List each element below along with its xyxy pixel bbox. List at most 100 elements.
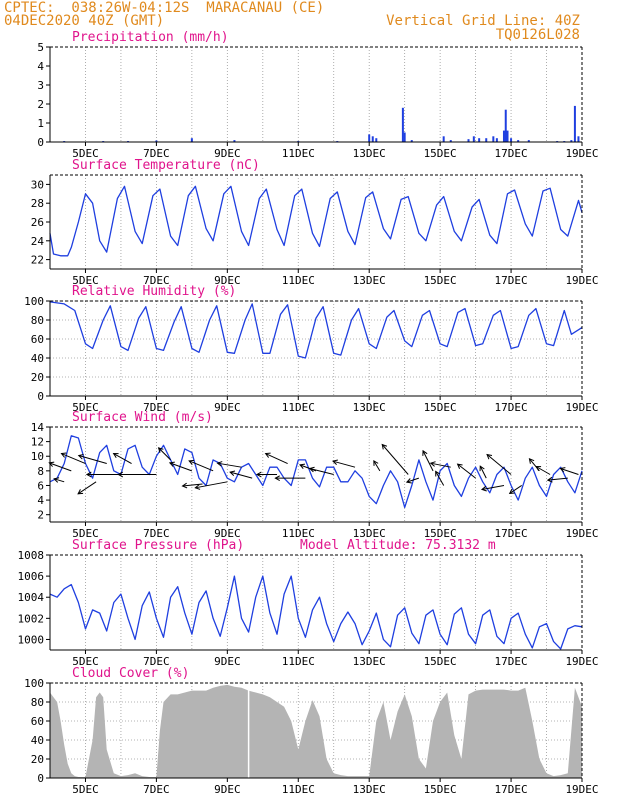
pressure-annotation: Model Altitude: 75.3132 m <box>300 538 496 553</box>
wind-vector-head <box>456 463 463 469</box>
rh-ytick-label: 100 <box>24 295 44 308</box>
pressure-xtick-label: 7DEC <box>143 655 170 668</box>
precip-bar <box>517 140 520 142</box>
wind-ytick-label: 14 <box>31 421 45 434</box>
wind-vector-head <box>546 476 553 483</box>
cloud-ytick-label: 0 <box>37 772 44 785</box>
pressure-series-line <box>49 575 583 650</box>
rh-panel: Relative Humidity (%) 0 20 40 60 80 100 5DEC 7DE… <box>24 284 598 414</box>
wind-vector-head <box>381 443 388 450</box>
wind-vector-head <box>373 459 379 466</box>
wind-vector <box>422 450 434 472</box>
wind-vector-head <box>53 477 60 483</box>
wind-vector <box>560 468 579 475</box>
wind-xtick-label: 5DEC <box>72 527 99 540</box>
rh-series-line <box>49 301 583 359</box>
wind-vector-head <box>435 470 441 477</box>
wind-vector <box>406 477 420 483</box>
wind-vector-head <box>229 470 236 476</box>
pressure-ytick-label: 1008 <box>18 549 45 562</box>
rh-ytick-label: 80 <box>31 314 44 327</box>
wind-vector <box>486 454 512 475</box>
wind-vector <box>435 471 445 486</box>
pressure-ytick-label: 1006 <box>18 570 45 583</box>
wind-vector-head <box>308 466 315 473</box>
wind-vector-head <box>332 459 338 466</box>
wind-vector <box>182 483 203 487</box>
cloud-title: Cloud Cover (%) <box>72 666 189 681</box>
precip-xtick-label: 7DEC <box>143 147 170 160</box>
cloud-xtick-label: 17DEC <box>495 783 528 796</box>
precip-bar <box>573 105 576 142</box>
cloud-xtick-label: 19DEC <box>565 783 598 796</box>
precip-bar <box>492 136 495 142</box>
temp-xtick-label: 11DEC <box>282 274 315 287</box>
wind-vector <box>77 481 97 495</box>
precip-xtick-label: 17DEC <box>495 147 528 160</box>
wind-ytick-label: 10 <box>31 450 44 463</box>
precip-xtick-label: 15DEC <box>424 147 457 160</box>
rh-xtick-label: 5DEC <box>72 401 99 414</box>
wind-vector-head <box>60 452 67 458</box>
wind-vector-head <box>486 453 493 460</box>
pressure-xtick-label: 15DEC <box>424 655 457 668</box>
pressure-xtick-label: 19DEC <box>565 655 598 668</box>
precip-xtick-label: 9DEC <box>214 147 241 160</box>
wind-vector-head <box>181 482 188 489</box>
wind-vector <box>381 444 409 475</box>
pressure-xtick-label: 13DEC <box>353 655 386 668</box>
precip-bar <box>485 138 488 142</box>
cloud-ytick-label: 60 <box>31 715 44 728</box>
wind-vector <box>481 484 505 490</box>
precip-bar <box>375 138 378 142</box>
rh-xtick-label: 7DEC <box>143 401 170 414</box>
wind-vector <box>195 481 228 489</box>
wind-vector-head <box>559 467 566 473</box>
chart-header: CPTEC: 038:26W-04:12S MARACANAU (CE) 04D… <box>0 0 618 43</box>
precip-ytick-label: 2 <box>37 98 44 111</box>
precip-bar <box>442 136 445 142</box>
cloud-ytick-label: 20 <box>31 753 44 766</box>
station-label: CPTEC: 038:26W-04:12S MARACANAU (CE) <box>4 0 325 16</box>
wind-vector-head <box>274 475 280 481</box>
wind-xtick-label: 13DEC <box>353 527 386 540</box>
pressure-ytick-label: 1000 <box>18 633 45 646</box>
precip-bar <box>410 140 413 142</box>
precip-bar <box>506 130 509 142</box>
precip-xtick-label: 13DEC <box>353 147 386 160</box>
wind-xtick-label: 11DEC <box>282 527 315 540</box>
wind-vector <box>188 460 214 472</box>
wind-ytick-label: 6 <box>37 479 44 492</box>
wind-vector <box>430 462 451 468</box>
wind-vector <box>78 455 107 465</box>
temp-xtick-label: 9DEC <box>214 274 241 287</box>
temp-title: Surface Temperature (nC) <box>72 158 260 173</box>
wind-vector <box>54 478 65 483</box>
wind-vector <box>457 463 476 479</box>
cloud-ytick-label: 80 <box>31 696 44 709</box>
rh-xtick-label: 13DEC <box>353 401 386 414</box>
wind-xtick-label: 7DEC <box>143 527 170 540</box>
cloud-xtick-label: 15DEC <box>424 783 457 796</box>
temp-xtick-label: 5DEC <box>72 274 99 287</box>
precip-ytick-label: 4 <box>37 60 44 73</box>
precip-panel: Precipitation (mm/h) 0 1 2 3 4 5 5DEC 7DEC 9DEC 11… <box>37 30 598 160</box>
precip-bar <box>478 138 481 142</box>
precip-title: Precipitation (mm/h) <box>72 30 229 45</box>
wind-vector-head <box>264 452 271 458</box>
wind-vector-head <box>422 449 428 456</box>
precip-bar <box>155 140 158 142</box>
precip-bar <box>449 140 452 142</box>
precip-bar <box>472 136 475 142</box>
pressure-xtick-label: 17DEC <box>495 655 528 668</box>
wind-vector-head <box>479 465 485 472</box>
wind-vector-head <box>117 471 124 478</box>
precip-bar <box>510 138 513 142</box>
wind-ytick-label: 12 <box>31 436 44 449</box>
rh-xtick-label: 17DEC <box>495 401 528 414</box>
wind-ytick-label: 2 <box>37 509 44 522</box>
temp-ytick-label: 26 <box>31 216 44 229</box>
precip-ytick-label: 5 <box>37 41 44 54</box>
rh-ytick-label: 40 <box>31 352 44 365</box>
wind-vector-head <box>535 465 542 472</box>
